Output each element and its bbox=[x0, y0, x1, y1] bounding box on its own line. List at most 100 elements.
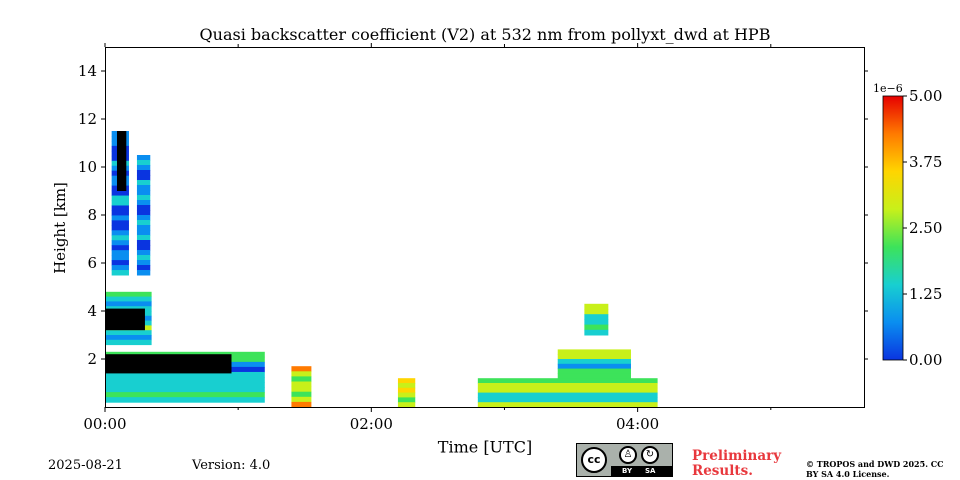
heat-cell bbox=[111, 245, 129, 251]
badge-strip bbox=[611, 466, 672, 476]
heat-cell bbox=[291, 401, 312, 408]
share-alike-icon: ↻ bbox=[641, 446, 659, 464]
heat-cell bbox=[291, 381, 312, 388]
copyright-notice: © TROPOS and DWD 2025. CC BY SA 4.0 Lice… bbox=[806, 459, 944, 479]
y-axis-label: Height [km] bbox=[51, 182, 69, 274]
colorbar-tick-label: 0.00 bbox=[909, 351, 942, 369]
heat-cell bbox=[557, 373, 631, 379]
heat-cell bbox=[136, 255, 151, 261]
colorbar-tick-label: 5.00 bbox=[909, 87, 942, 105]
heat-cell bbox=[111, 210, 129, 216]
version-label: Version: 4.0 bbox=[192, 458, 271, 473]
colorbar bbox=[882, 95, 904, 361]
heat-cell bbox=[105, 387, 265, 393]
heat-cell bbox=[105, 339, 152, 346]
heat-cell bbox=[397, 378, 416, 384]
heat-cell bbox=[136, 245, 151, 251]
preliminary-notice: Preliminary Results. bbox=[692, 448, 782, 479]
heat-cell bbox=[136, 270, 151, 276]
heat-cell bbox=[397, 387, 416, 394]
heat-cell bbox=[557, 363, 631, 370]
heat-cell bbox=[105, 382, 265, 388]
heat-cell bbox=[111, 235, 129, 241]
heatmap-layer bbox=[105, 131, 658, 408]
heat-cell bbox=[111, 220, 129, 226]
heat-cell bbox=[105, 371, 265, 378]
heat-cell bbox=[111, 225, 129, 231]
heat-cell bbox=[291, 396, 312, 403]
axes-layer: 2 4 6 8 10 12 14 00:00 02:00 04:00 bbox=[78, 43, 868, 433]
heat-cell bbox=[111, 260, 129, 266]
y-tick-label: 14 bbox=[78, 62, 97, 80]
by-person-icon: ♙ bbox=[619, 446, 637, 464]
y-tick-label: 8 bbox=[87, 206, 97, 224]
heat-cell bbox=[557, 354, 631, 360]
heat-cell bbox=[477, 387, 658, 394]
colorbar-tick-label: 2.50 bbox=[909, 219, 942, 237]
heat-cell bbox=[105, 301, 152, 307]
heat-cell bbox=[105, 335, 152, 341]
saturated-region bbox=[105, 308, 145, 331]
badge-sa-label: SA bbox=[645, 467, 656, 475]
heat-cell bbox=[584, 303, 609, 310]
saturated-region bbox=[116, 131, 127, 191]
heat-cell bbox=[136, 240, 151, 246]
heat-cell bbox=[136, 175, 151, 181]
heat-cell bbox=[136, 165, 151, 171]
heat-cell bbox=[477, 378, 658, 384]
heat-cell bbox=[136, 210, 151, 216]
heat-cell bbox=[136, 250, 151, 256]
heat-cell bbox=[397, 392, 416, 398]
heat-cell bbox=[584, 314, 609, 320]
chart-title: Quasi backscatter coefficient (V2) at 53… bbox=[199, 25, 771, 44]
y-tick-label: 4 bbox=[87, 302, 97, 320]
heat-cell bbox=[397, 383, 416, 389]
heat-cell bbox=[136, 225, 151, 231]
cc-icon: cc bbox=[581, 447, 607, 473]
x-tick-label: 00:00 bbox=[83, 415, 126, 433]
colorbar-tick-label: 1.25 bbox=[909, 285, 942, 303]
heat-cell bbox=[584, 324, 609, 331]
heat-cell bbox=[111, 215, 129, 221]
heat-cell bbox=[136, 200, 151, 206]
heat-cell bbox=[136, 220, 151, 226]
heat-cell bbox=[136, 195, 151, 201]
heat-cell bbox=[111, 195, 129, 202]
heat-cell bbox=[397, 402, 416, 408]
plot-frame bbox=[105, 47, 865, 408]
heat-cell bbox=[111, 200, 129, 206]
heat-cell bbox=[136, 180, 151, 186]
heat-cell bbox=[291, 366, 312, 372]
heat-cell bbox=[557, 349, 631, 355]
heat-cell bbox=[111, 250, 129, 256]
heat-cell bbox=[111, 230, 129, 236]
heat-cell bbox=[111, 265, 129, 271]
heat-cell bbox=[111, 270, 129, 276]
heat-cell bbox=[584, 329, 609, 336]
heat-cell bbox=[136, 185, 151, 191]
heat-cell bbox=[136, 190, 151, 196]
heat-cell bbox=[291, 391, 312, 398]
colorbar-tick-label: 3.75 bbox=[909, 153, 942, 171]
heat-cell bbox=[105, 291, 152, 298]
heat-cell bbox=[136, 230, 151, 236]
heat-cell bbox=[111, 255, 129, 261]
heat-cell bbox=[136, 265, 151, 271]
heat-cell bbox=[557, 368, 631, 374]
heat-cell bbox=[291, 371, 312, 377]
heat-cell bbox=[477, 383, 658, 389]
cc-license-badge: cc ♙ ↻ BY SA bbox=[576, 443, 673, 477]
heat-cell bbox=[105, 392, 265, 398]
y-tick-label: 6 bbox=[87, 254, 97, 272]
heat-cell bbox=[111, 190, 129, 197]
heat-cell bbox=[477, 392, 658, 398]
heat-cell bbox=[136, 235, 151, 241]
y-tick-label: 2 bbox=[87, 350, 97, 368]
heat-cell bbox=[477, 402, 658, 408]
heat-cell bbox=[136, 160, 151, 166]
heat-cell bbox=[105, 377, 265, 383]
heat-cell bbox=[291, 376, 312, 382]
heat-cell bbox=[105, 397, 265, 403]
heat-cell bbox=[136, 215, 151, 221]
